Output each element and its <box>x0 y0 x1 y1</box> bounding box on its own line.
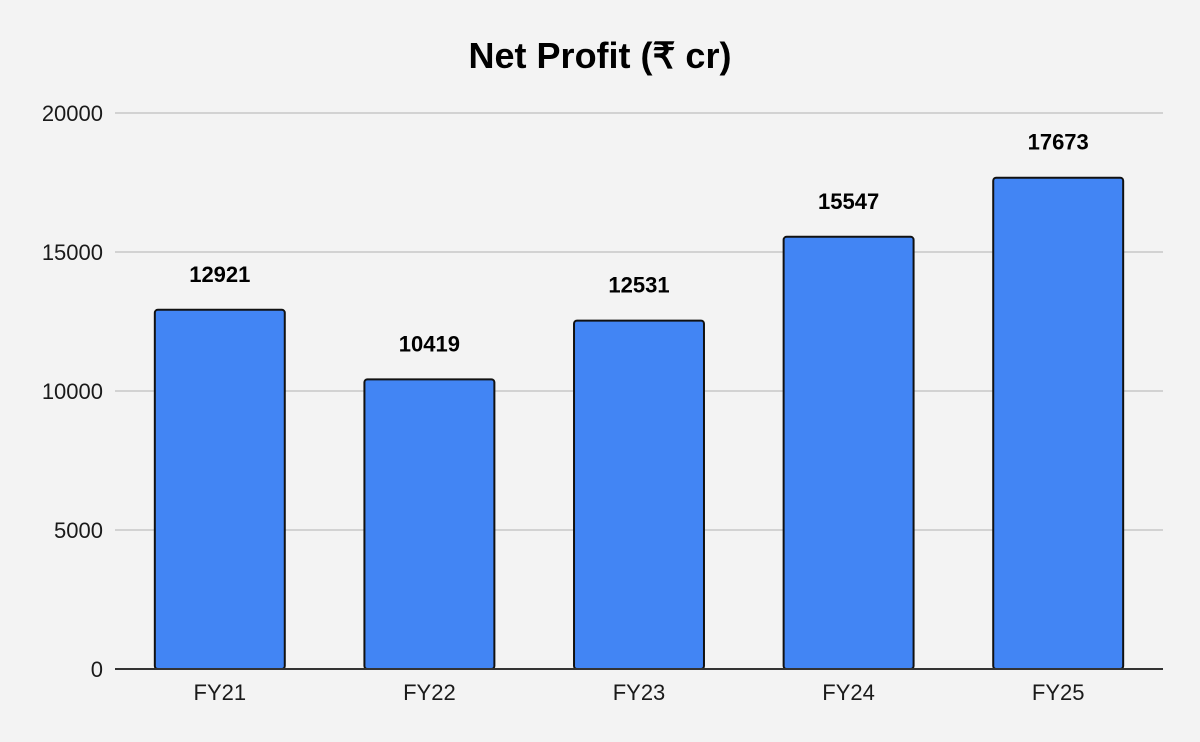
bar-fy22 <box>363 378 496 670</box>
x-axis-tick-labels: FY21 FY22 FY23 FY24 FY25 <box>194 680 1085 705</box>
bar-fy23 <box>573 319 705 670</box>
y-tick-label: 15000 <box>42 240 103 265</box>
data-label-fy24: 15547 <box>818 189 879 214</box>
chart-title: Net Profit (₹ cr) <box>469 35 732 76</box>
bar-fy24 <box>782 235 915 670</box>
y-tick-label: 10000 <box>42 379 103 404</box>
data-label-fy23: 12531 <box>608 273 669 298</box>
x-tick-label: FY22 <box>403 680 456 705</box>
bar-fy25 <box>992 176 1125 670</box>
data-label-fy25: 17673 <box>1028 130 1089 155</box>
bar-fy21 <box>153 308 286 670</box>
y-tick-label: 20000 <box>42 101 103 126</box>
x-tick-label: FY21 <box>194 680 247 705</box>
data-labels: 12921 10419 12531 15547 17673 <box>189 130 1089 357</box>
data-label-fy22: 10419 <box>399 331 460 356</box>
x-tick-label: FY25 <box>1032 680 1085 705</box>
y-tick-label: 5000 <box>54 518 103 543</box>
y-tick-label: 0 <box>91 657 103 682</box>
bars <box>153 176 1125 670</box>
data-label-fy21: 12921 <box>189 262 250 287</box>
x-tick-label: FY23 <box>613 680 666 705</box>
x-tick-label: FY24 <box>822 680 875 705</box>
y-axis-tick-labels: 0 5000 10000 15000 20000 <box>42 101 103 682</box>
